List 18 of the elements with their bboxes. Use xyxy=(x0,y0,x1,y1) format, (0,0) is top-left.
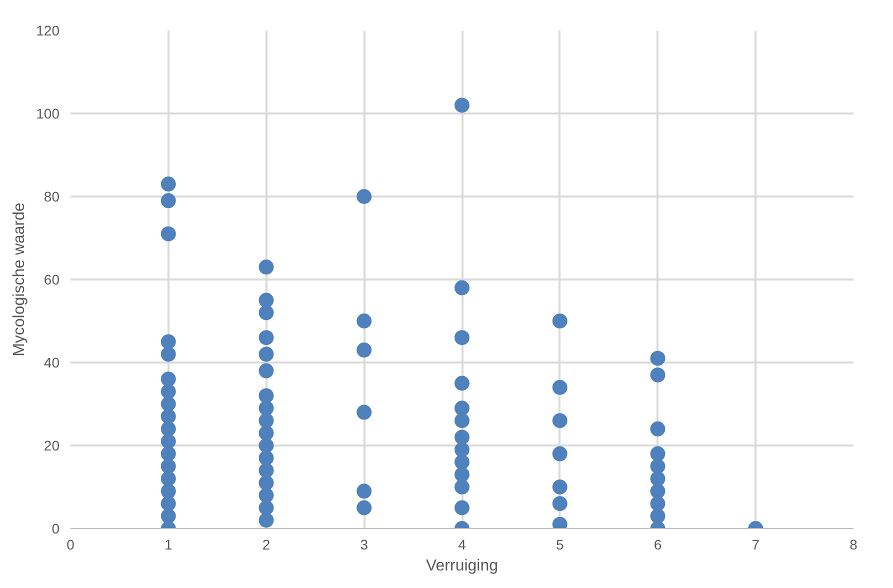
y-tick-label: 120 xyxy=(36,22,60,38)
y-tick-label: 100 xyxy=(36,106,60,122)
x-tick-label: 5 xyxy=(556,536,564,552)
y-tick-label: 0 xyxy=(52,520,60,536)
x-tick-label: 6 xyxy=(654,536,662,552)
x-tick-label: 0 xyxy=(66,536,75,552)
x-tick-label: 7 xyxy=(752,536,760,552)
x-tick-label: 8 xyxy=(850,536,858,552)
y-tick-label: 60 xyxy=(44,272,60,288)
x-tick-label: 1 xyxy=(164,536,172,552)
x-axis-title: Verruiging xyxy=(426,558,498,574)
y-tick-label: 20 xyxy=(44,438,60,454)
y-tick-label: 40 xyxy=(44,354,60,370)
x-tick-label: 2 xyxy=(262,536,270,552)
y-tick-label: 80 xyxy=(44,188,60,204)
x-tick-label: 3 xyxy=(360,536,368,552)
y-axis-title: Mycologische waarde xyxy=(11,202,28,356)
x-tick-label: 4 xyxy=(458,536,466,552)
